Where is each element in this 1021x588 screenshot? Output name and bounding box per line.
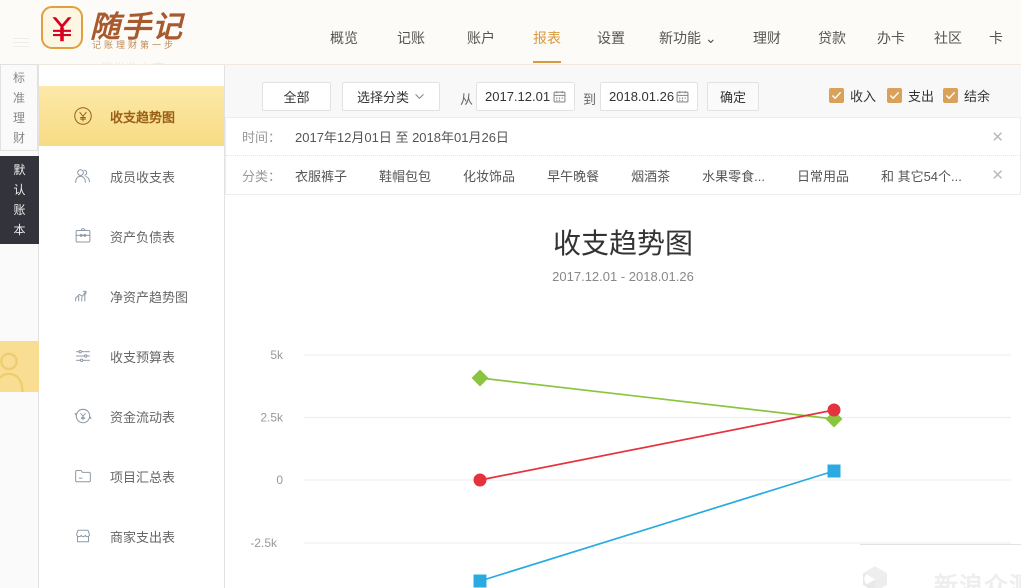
svg-text:-2.5k: -2.5k	[250, 536, 278, 550]
svg-text:0: 0	[276, 473, 283, 487]
svg-text:5k: 5k	[270, 348, 284, 362]
svg-text:2.5k: 2.5k	[260, 411, 284, 425]
